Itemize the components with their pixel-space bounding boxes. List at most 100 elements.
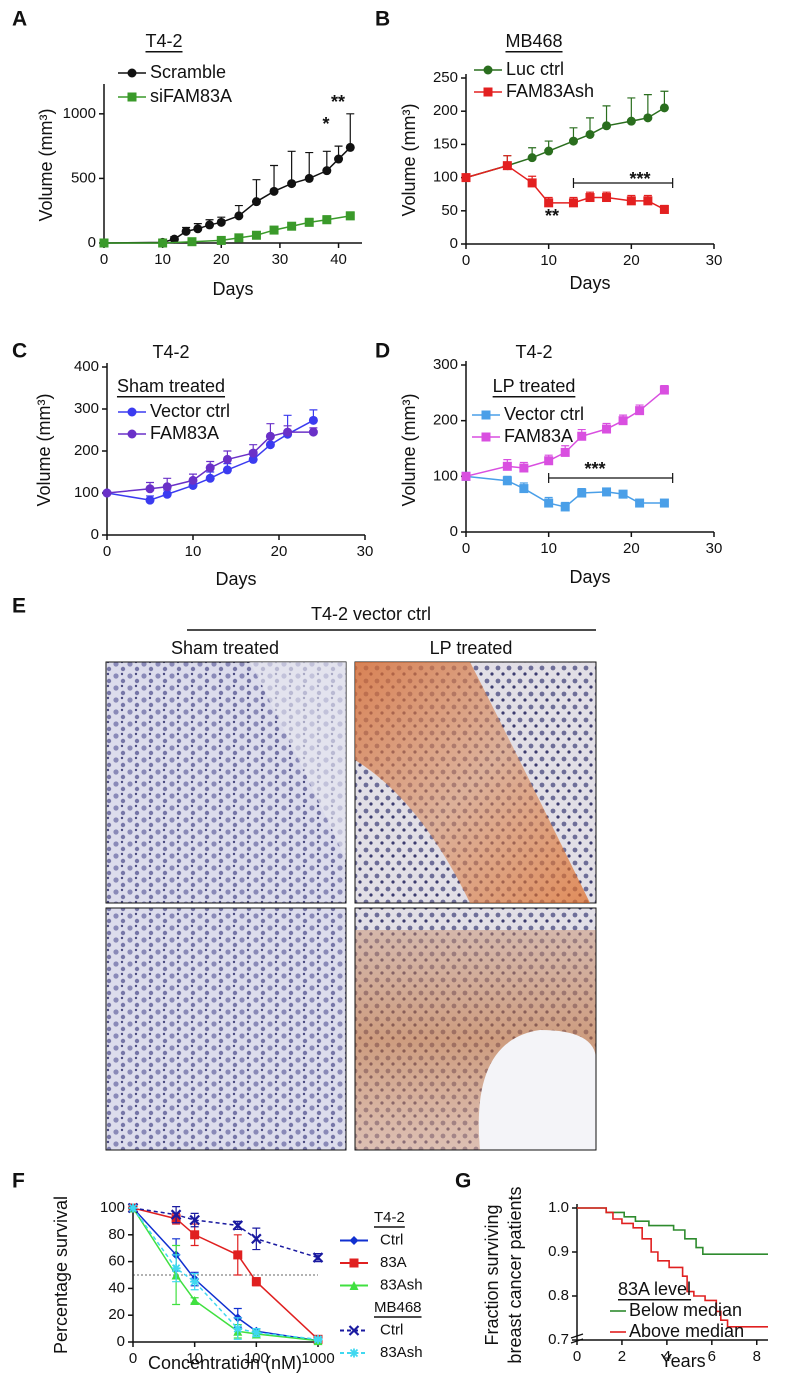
marker bbox=[222, 465, 232, 475]
error-bar bbox=[287, 150, 296, 184]
x-tick-label: 20 bbox=[623, 252, 640, 269]
legend-group-title: T4-2 bbox=[374, 1209, 405, 1226]
marker bbox=[162, 489, 172, 499]
panel-letter: F bbox=[12, 1170, 25, 1193]
y-tick-label: 0.9 bbox=[548, 1243, 569, 1260]
marker bbox=[349, 1236, 359, 1245]
marker bbox=[602, 193, 612, 203]
marker bbox=[265, 440, 275, 450]
series-line bbox=[132, 1207, 319, 1342]
y-tick-label: 50 bbox=[441, 202, 458, 219]
legend-label: Luc ctrl bbox=[506, 59, 564, 79]
y-tick-label: 100 bbox=[433, 467, 458, 484]
marker bbox=[304, 173, 314, 183]
y-axis-label: Volume (mm³) bbox=[36, 108, 56, 221]
y-tick-label: 250 bbox=[433, 69, 458, 86]
marker bbox=[283, 427, 293, 437]
y-axis-label: Volume (mm³) bbox=[399, 393, 419, 506]
chart-subtitle: LP treated bbox=[493, 376, 576, 396]
marker bbox=[502, 161, 512, 171]
marker bbox=[269, 186, 279, 196]
marker bbox=[233, 1324, 243, 1334]
marker bbox=[234, 233, 244, 243]
marker bbox=[643, 196, 653, 206]
marker bbox=[602, 121, 612, 131]
marker bbox=[248, 448, 258, 458]
marker bbox=[205, 220, 215, 230]
marker bbox=[626, 196, 636, 206]
marker bbox=[190, 1277, 200, 1287]
annotation: ** bbox=[331, 92, 345, 112]
marker bbox=[308, 415, 318, 425]
tissue-region bbox=[250, 662, 346, 860]
marker bbox=[233, 1250, 243, 1260]
marker bbox=[618, 489, 628, 499]
marker bbox=[659, 204, 669, 214]
marker bbox=[234, 211, 244, 221]
error-bar bbox=[346, 113, 355, 148]
marker bbox=[205, 463, 215, 473]
marker bbox=[145, 484, 155, 494]
marker bbox=[349, 1258, 359, 1268]
x-tick-label: 4 bbox=[663, 1348, 671, 1365]
x-tick-label: 0 bbox=[573, 1348, 581, 1365]
marker bbox=[102, 488, 112, 498]
legend-label: Vector ctrl bbox=[504, 404, 584, 424]
x-tick-label: 40 bbox=[330, 251, 347, 268]
x-tick-label: 1000 bbox=[301, 1350, 334, 1367]
marker bbox=[483, 65, 493, 75]
x-tick-label: 20 bbox=[213, 251, 230, 268]
y-axis-label: breast cancer patients bbox=[505, 1186, 525, 1363]
survival-curve bbox=[577, 1207, 768, 1328]
panel-e: E T4-2 vector ctrl Sham treated LP treat… bbox=[12, 595, 597, 1151]
legend-label: 83A bbox=[380, 1254, 407, 1271]
lumen bbox=[478, 1030, 596, 1150]
series-line bbox=[465, 107, 665, 179]
x-tick-label: 6 bbox=[708, 1348, 716, 1365]
y-tick-label: 80 bbox=[108, 1226, 125, 1243]
y-tick-label: 0.8 bbox=[548, 1287, 569, 1304]
x-tick-label: 10 bbox=[186, 1350, 203, 1367]
legend-label: FAM83A bbox=[150, 423, 219, 443]
marker bbox=[287, 179, 297, 189]
y-axis-label: Fraction surviving bbox=[482, 1204, 502, 1345]
marker bbox=[171, 1263, 181, 1273]
marker bbox=[349, 1348, 359, 1358]
legend-label: siFAM83A bbox=[150, 86, 232, 106]
marker bbox=[251, 230, 261, 240]
marker bbox=[158, 238, 168, 248]
x-tick-label: 0 bbox=[129, 1350, 137, 1367]
annotation: * bbox=[322, 114, 329, 134]
x-tick-label: 30 bbox=[272, 251, 289, 268]
panel-title: T4-2 vector ctrl bbox=[311, 604, 431, 624]
marker bbox=[519, 484, 529, 494]
marker bbox=[181, 226, 191, 236]
marker bbox=[251, 1233, 262, 1245]
marker bbox=[568, 136, 578, 146]
marker bbox=[577, 431, 587, 441]
marker bbox=[170, 1209, 182, 1220]
y-tick-label: 20 bbox=[108, 1306, 125, 1323]
x-axis-label: Years bbox=[660, 1351, 705, 1371]
x-tick-label: 30 bbox=[357, 543, 374, 560]
marker bbox=[322, 215, 332, 225]
marker bbox=[127, 92, 137, 102]
marker bbox=[560, 447, 570, 457]
panel-letter: C bbox=[12, 340, 27, 363]
x-axis-label: Concentration (nM) bbox=[148, 1353, 302, 1373]
marker bbox=[308, 427, 318, 437]
marker bbox=[312, 1252, 324, 1263]
marker bbox=[481, 410, 491, 420]
y-tick-label: 1000 bbox=[63, 105, 96, 122]
marker bbox=[502, 461, 512, 471]
marker bbox=[251, 1328, 261, 1338]
chart-title: T4-2 bbox=[152, 342, 189, 362]
marker bbox=[127, 407, 137, 417]
marker bbox=[643, 113, 653, 123]
legend-label: 83Ash bbox=[380, 1344, 423, 1361]
y-tick-label: 0 bbox=[450, 235, 458, 252]
annotation: *** bbox=[629, 169, 650, 189]
y-tick-label: 200 bbox=[433, 412, 458, 429]
series-line bbox=[106, 419, 314, 501]
y-tick-label: 500 bbox=[71, 169, 96, 186]
